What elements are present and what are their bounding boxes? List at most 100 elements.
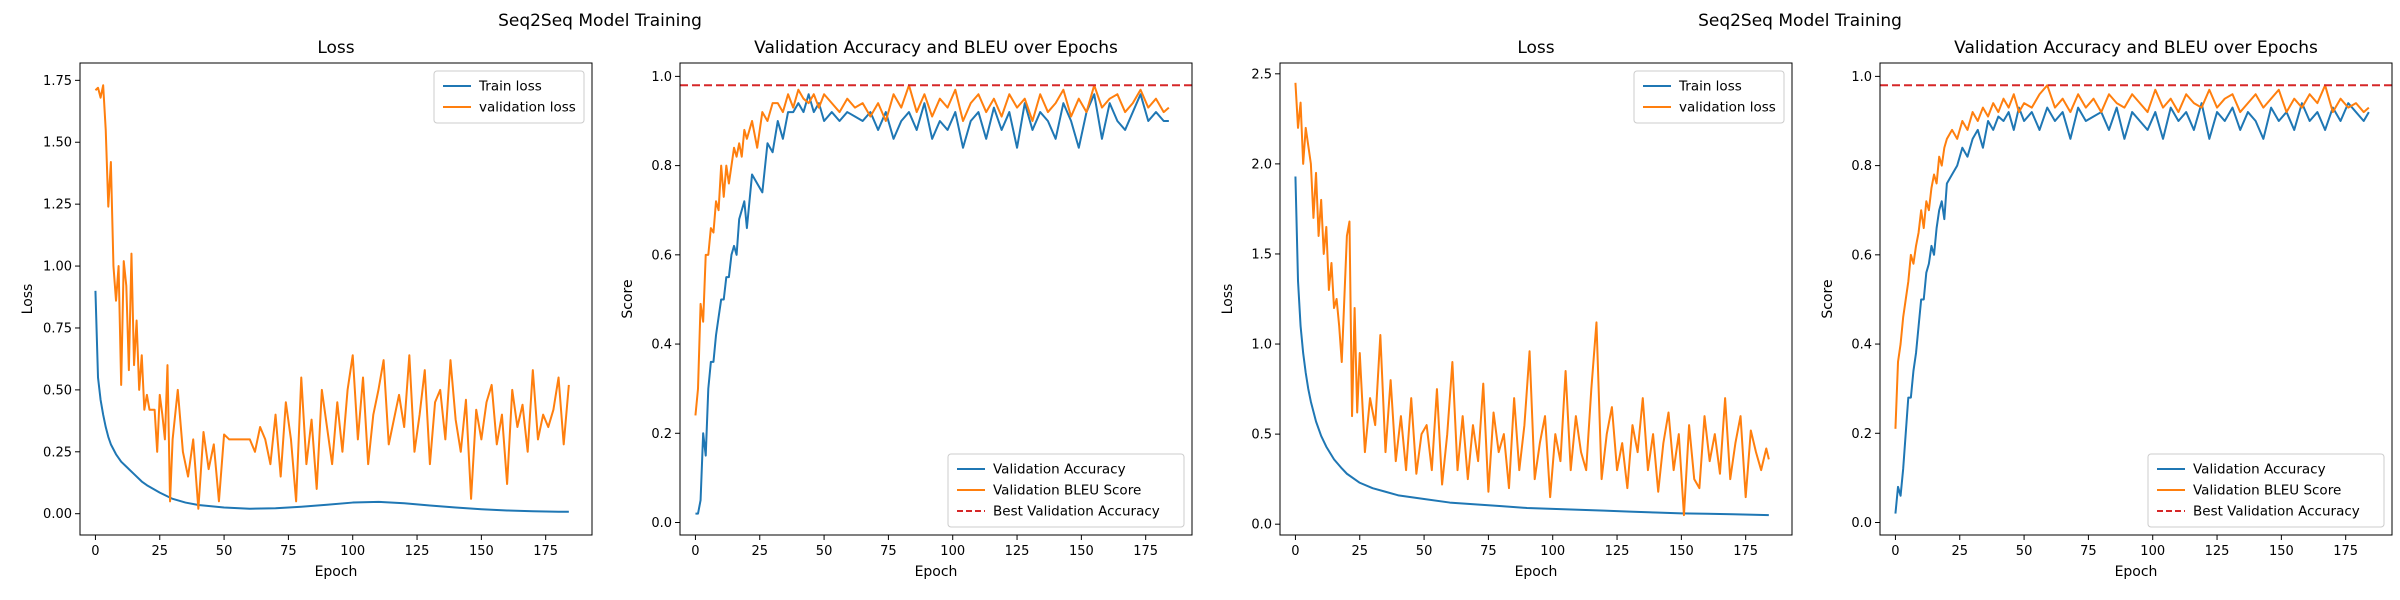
chart1-y-tick-label: 1.00 [43,260,72,275]
chart1-x-tick-label: 125 [405,544,430,559]
chart1-legend-label-2: validation loss [479,100,576,116]
chart2-y-tick-label: 0.0 [651,516,672,531]
figure-2-suptitle: Seq2Seq Model Training [1698,11,1902,31]
chart3-y-axis-label: Loss [1220,284,1236,315]
chart4-legend-label-1: Validation Accuracy [2193,462,2326,478]
chart4-y-tick-label: 1.0 [1851,70,1872,85]
chart2-x-tick-label: 75 [880,544,897,559]
chart1-legend-label-1: Train loss [478,79,542,95]
loss-chart-1: Loss 0 25 50 75 100 125 150 175 0.00 0.25 0.50 0.75 1… [20,38,593,580]
chart3-legend-box [1633,70,1785,124]
chart4-legend-label-2: Validation BLEU Score [2193,483,2341,499]
chart2-y-tick-label: 0.8 [651,159,672,174]
chart1-legend-box [433,70,585,124]
chart2-x-tick-label: 175 [1133,544,1158,559]
chart1-title: Loss [317,38,354,58]
chart1-y-tick-label: 0.50 [43,383,72,398]
chart2-title: Validation Accuracy and BLEU over Epochs [754,38,1118,58]
chart3-x-tick-label: 50 [1416,544,1433,559]
chart1-x-tick-label: 175 [533,544,558,559]
chart3-y-tick-label: 0.0 [1251,518,1272,533]
chart4-series-line-1 [1894,102,2370,514]
chart3-x-tick-label: 100 [1540,544,1565,559]
chart2-y-tick-label: 1.0 [651,70,672,85]
chart2-x-tick-label: 125 [1005,544,1030,559]
chart2-x-axis-label: Epoch [915,564,958,580]
chart4-legend-label-3: Best Validation Accuracy [2193,504,2360,520]
chart1-y-tick-label: 1.50 [43,136,72,151]
chart1-y-axis-label: Loss [20,284,36,315]
chart2-y-axis-label: Score [620,279,636,318]
chart1-y-tick-label: 1.25 [43,198,72,213]
chart1-y-tick-label: 1.75 [43,74,72,89]
chart4-x-axis-label: Epoch [2115,564,2158,580]
chart2-x-tick-label: 25 [751,544,768,559]
chart3-legend: Train loss validation loss [1633,70,1785,124]
chart4-x-tick-label: 25 [1951,544,1968,559]
chart1-x-axis-label: Epoch [315,564,358,580]
chart4-x-tick-label: 0 [1891,544,1899,559]
chart2-x-tick-label: 100 [940,544,965,559]
chart1-series-line-1 [94,290,569,513]
chart3-y-tick-label: 1.0 [1251,338,1272,353]
chart3-series-line-2 [1294,82,1770,517]
chart4-y-axis-label: Score [1820,279,1836,318]
chart3-legend-label-1: Train loss [1678,79,1742,95]
chart1-legend: Train loss validation loss [433,70,585,124]
chart3-y-tick-label: 2.5 [1251,67,1272,82]
chart4-x-tick-label: 50 [2016,544,2033,559]
chart3-title: Loss [1517,38,1554,58]
chart3-series-line-1 [1294,176,1769,517]
chart2-series-line-2 [694,84,1170,416]
chart1-y-tick-label: 0.25 [43,445,72,460]
chart4-x-tick-label: 100 [2140,544,2165,559]
chart3-x-tick-label: 25 [1351,544,1368,559]
chart4-plot-area [1880,84,2392,514]
chart2-legend-label-2: Validation BLEU Score [993,483,1141,499]
chart3-plot-area [1294,82,1770,517]
chart1-y-tick-label: 0.75 [43,321,72,336]
chart4-x-tick-label: 75 [2080,544,2097,559]
chart3-y-tick-label: 1.5 [1251,247,1272,262]
chart1-x-tick-label: 100 [340,544,365,559]
chart1-axes-frame [79,62,593,536]
loss-chart-2: Loss 0 25 50 75 100 125 150 175 0.0 0.5 1.0 1.5 2.0 2.… [1220,38,1793,580]
chart2-y-tick-label: 0.2 [651,427,672,442]
chart4-y-tick-label: 0.4 [1851,338,1872,353]
chart3-x-tick-label: 0 [1291,544,1299,559]
chart2-x-tick-label: 50 [816,544,833,559]
chart2-legend-label-1: Validation Accuracy [993,462,1126,478]
chart3-x-tick-label: 150 [1669,544,1694,559]
chart1-x-tick-label: 150 [469,544,494,559]
chart4-x-tick-label: 125 [2205,544,2230,559]
figure-1-suptitle: Seq2Seq Model Training [498,11,702,31]
chart2-plot-area [680,84,1192,515]
chart4-y-tick-label: 0.2 [1851,427,1872,442]
chart3-axes-frame [1279,62,1793,536]
chart2-axes-frame [679,62,1193,536]
chart3-x-tick-label: 125 [1605,544,1630,559]
chart1-plot-area [94,84,570,513]
chart4-legend-box [2147,453,2385,528]
chart3-y-tick-label: 2.0 [1251,157,1272,172]
chart4-y-tick-label: 0.0 [1851,516,1872,531]
chart3-y-tick-label: 0.5 [1251,428,1272,443]
chart2-legend: Validation Accuracy Validation BLEU Score… [947,453,1185,528]
chart4-y-tick-label: 0.8 [1851,159,1872,174]
chart4-series-line-2 [1894,84,2370,429]
chart4-title: Validation Accuracy and BLEU over Epochs [1954,38,2318,58]
chart2-x-tick-label: 150 [1069,544,1094,559]
chart1-x-tick-label: 50 [216,544,233,559]
chart4-x-tick-label: 150 [2269,544,2294,559]
chart3-legend-label-2: validation loss [1679,100,1776,116]
chart1-x-tick-label: 75 [280,544,297,559]
chart4-axes-frame [1879,62,2393,536]
chart2-legend-box [947,453,1185,528]
chart1-x-tick-label: 25 [151,544,168,559]
chart2-series-line-1 [695,93,1169,515]
chart1-y-tick-label: 0.00 [43,507,72,522]
chart1-series-line-2 [94,84,570,510]
chart3-x-axis-label: Epoch [1515,564,1558,580]
chart3-x-tick-label: 175 [1733,544,1758,559]
